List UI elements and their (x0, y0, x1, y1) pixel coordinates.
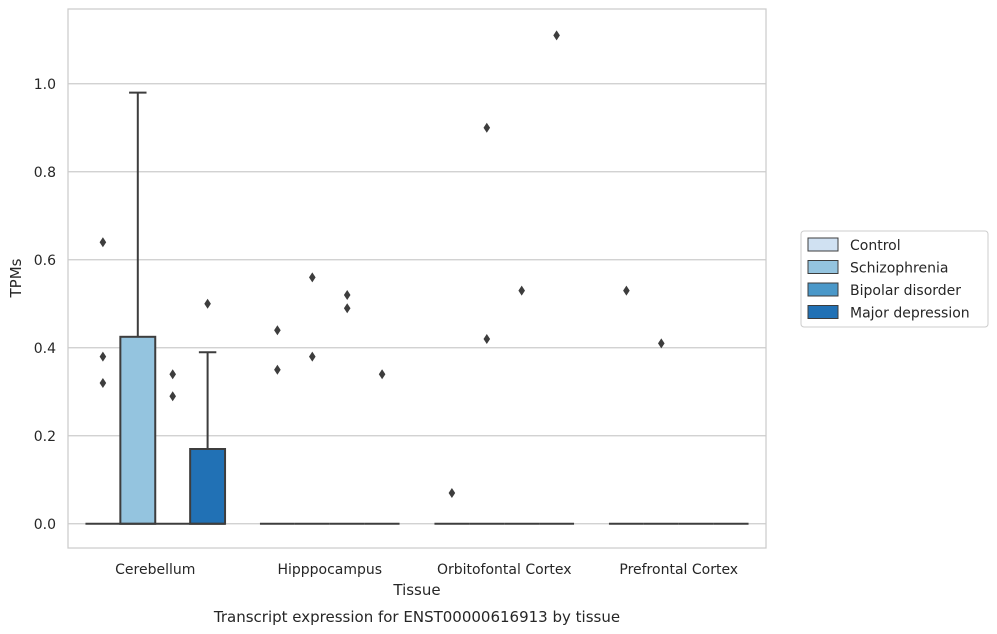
outlier-point (274, 364, 281, 375)
legend-swatch (807, 282, 839, 297)
x-tick-label: Orbitofontal Cortex (437, 562, 572, 578)
box-0-3 (189, 298, 227, 525)
y-axis-ticks: 0.0 0.2 0.4 0.6 0.8 1.0 (34, 77, 56, 533)
box-1-1 (294, 272, 330, 525)
outlier-point (553, 30, 560, 41)
box-body (119, 335, 157, 525)
y-tick-label: 0.0 (34, 517, 56, 533)
x-tick-label: Cerebellum (115, 562, 195, 578)
box-3-1 (643, 338, 679, 525)
legend-box (800, 230, 989, 328)
legend-label: Control (850, 238, 901, 254)
box-1-0 (259, 325, 295, 525)
outlier-point (274, 325, 281, 336)
box-2-2 (504, 285, 540, 525)
y-tick-label: 1.0 (34, 77, 56, 93)
y-tick-label: 0.4 (34, 341, 56, 357)
gridlines (68, 83, 766, 525)
x-axis-ticks: Cerebellum Hipppocampus Orbitofontal Corte… (115, 562, 738, 578)
x-tick-label: Prefrontal Cortex (619, 562, 738, 578)
outlier-point (309, 272, 316, 283)
legend-label: Schizophrenia (850, 261, 948, 277)
outlier-point (309, 351, 316, 362)
legend-label: Bipolar disorder (850, 283, 961, 299)
outlier-point (99, 237, 107, 248)
legend-label: Major depression (850, 306, 970, 322)
box-3-0 (608, 285, 644, 525)
outlier-point (169, 369, 176, 380)
legend-swatch (807, 305, 839, 319)
outlier-point (99, 378, 107, 388)
legend-swatch (807, 260, 839, 274)
x-axis-label: Tissue (392, 581, 440, 599)
box-1-2 (329, 290, 365, 525)
outlier-point (169, 391, 176, 402)
box-2-0 (434, 488, 470, 525)
y-tick-label: 0.6 (34, 253, 56, 269)
legend: Control Schizophrenia Bipolar disorder Majo… (800, 230, 989, 328)
outlier-point (343, 290, 351, 300)
outlier-point (99, 351, 107, 362)
outlier-point (483, 122, 491, 133)
box-0-0 (85, 237, 121, 525)
outlier-point (204, 298, 211, 309)
legend-swatch (807, 237, 839, 252)
x-tick-label: Hipppocampus (277, 562, 382, 578)
y-tick-label: 0.2 (34, 429, 56, 445)
outlier-point (343, 303, 351, 314)
plot-frame (67, 8, 767, 549)
outlier-point (448, 488, 456, 498)
box-0-1 (119, 91, 157, 525)
chart-caption: Transcript expression for ENST0000061691… (213, 608, 620, 626)
box-2-3 (539, 30, 575, 525)
box-series (85, 30, 749, 525)
box-1-3 (364, 369, 400, 525)
box-2-1 (469, 122, 505, 525)
box-body (189, 448, 227, 525)
y-axis-label: TPMs (7, 258, 25, 298)
box-0-2 (155, 369, 191, 525)
outlier-point (378, 369, 386, 380)
outlier-point (623, 285, 630, 296)
outlier-point (658, 338, 665, 349)
outlier-point (518, 285, 525, 296)
outlier-point (483, 334, 491, 344)
y-tick-label: 0.8 (34, 165, 56, 181)
